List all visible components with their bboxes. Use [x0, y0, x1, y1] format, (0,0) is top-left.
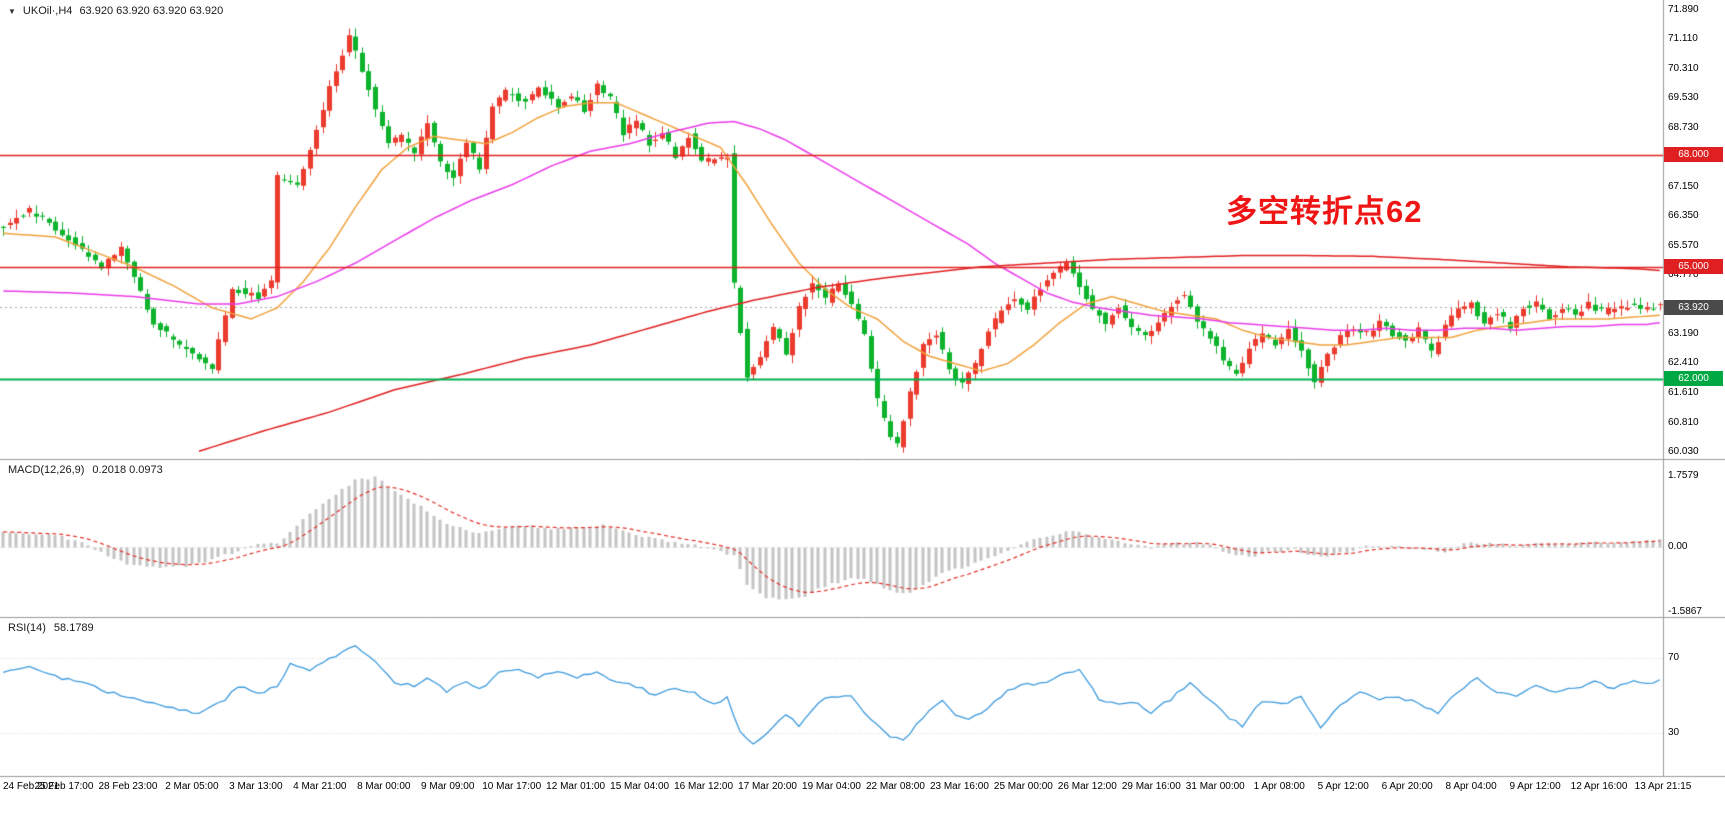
time-tick: 13 Apr 21:15: [1634, 781, 1692, 792]
time-tick: 12 Mar 01:00: [546, 781, 606, 792]
macd-tick: 0.00: [1668, 541, 1688, 553]
time-tick: 28 Feb 23:00: [98, 781, 158, 792]
time-tick: 22 Mar 08:00: [865, 781, 925, 792]
time-tick: 8 Apr 04:00: [1445, 781, 1497, 792]
price-tick: 60.810: [1668, 416, 1699, 428]
time-tick: 17 Mar 20:00: [738, 781, 797, 792]
price-tick: 69.530: [1668, 91, 1699, 103]
price-tick: 68.730: [1668, 121, 1699, 133]
price-tick: 70.310: [1668, 62, 1699, 74]
time-tick: 12 Apr 16:00: [1570, 781, 1628, 792]
time-tick: 10 Mar 17:00: [482, 781, 542, 792]
time-tick: 9 Mar 09:00: [421, 781, 475, 792]
ohlc-values: 63.920 63.920 63.920 63.920: [79, 5, 224, 17]
time-tick: 19 Mar 04:00: [802, 781, 861, 792]
price-tick: 62.410: [1668, 357, 1699, 369]
chart-shift-icon: ▼: [8, 6, 16, 16]
macd-values: 0.2018 0.0973: [92, 464, 163, 476]
price-tick: 65.570: [1668, 239, 1699, 251]
price-badge-68000: 68.000: [1664, 147, 1723, 163]
price-tick: 64.770: [1668, 269, 1699, 281]
time-tick: 26 Mar 12:00: [1057, 781, 1117, 792]
time-tick: 1 Apr 08:00: [1253, 781, 1305, 792]
macd-tick: 1.7579: [1668, 470, 1699, 481]
time-tick: 25 Mar 00:00: [993, 781, 1053, 792]
price-badge-65000: 65.000: [1664, 259, 1723, 275]
time-tick: 15 Mar 04:00: [610, 781, 670, 792]
macd-tick: -1.5867: [1668, 606, 1702, 617]
price-tick: 66.350: [1668, 210, 1699, 222]
time-tick: 23 Mar 16:00: [929, 781, 989, 792]
symbol-timeframe: UKOil·,H4: [22, 5, 73, 17]
time-tick: 24 Feb 2021: [3, 781, 60, 792]
time-tick: 25 Feb 17:00: [34, 781, 94, 792]
time-tick: 16 Mar 12:00: [674, 781, 734, 792]
time-axis[interactable]: 24 Feb 2021 25 Feb 17:00 28 Feb 23:00 2 Mar…: [0, 781, 1725, 797]
time-tick: 29 Mar 16:00: [1121, 781, 1181, 792]
rsi-indicator-label: RSI(14) 58.1789: [8, 622, 94, 634]
time-tick: 31 Mar 00:00: [1185, 781, 1245, 792]
symbol-info: ▼ UKOil·,H4 63.920 63.920 63.920 63.920: [8, 5, 223, 17]
rsi-value: 58.1789: [53, 622, 94, 634]
rsi-tick: 70: [1668, 652, 1680, 663]
time-tick: 9 Apr 12:00: [1509, 781, 1561, 792]
price-tick: 61.610: [1668, 387, 1699, 399]
time-tick: 4 Mar 21:00: [293, 781, 347, 792]
price-badge-62000: 62.000: [1664, 371, 1723, 387]
rsi-tick: 30: [1668, 727, 1680, 738]
price-tick: 71.890: [1668, 4, 1699, 15]
macd-indicator-label: MACD(12,26,9) 0.2018 0.0973: [8, 464, 163, 476]
time-tick: 5 Apr 12:00: [1317, 781, 1369, 792]
price-axis[interactable]: 71.89071.11070.31069.53068.73067.93067.1…: [1663, 0, 1725, 776]
macd-label: MACD(12,26,9): [8, 464, 85, 476]
trend-annotation: 多空转折点62: [1226, 194, 1423, 229]
time-tick: 3 Mar 13:00: [229, 781, 283, 792]
price-tick: 63.190: [1668, 328, 1699, 340]
time-tick: 8 Mar 00:00: [357, 781, 411, 792]
price-badge-63920: 63.920: [1664, 299, 1723, 315]
rsi-label: RSI(14): [8, 622, 46, 634]
price-tick: 67.150: [1668, 180, 1699, 192]
price-tick: 60.030: [1668, 446, 1699, 457]
time-tick: 2 Mar 05:00: [165, 781, 219, 792]
time-tick: 6 Apr 20:00: [1381, 781, 1433, 792]
price-tick: 71.110: [1668, 33, 1698, 45]
